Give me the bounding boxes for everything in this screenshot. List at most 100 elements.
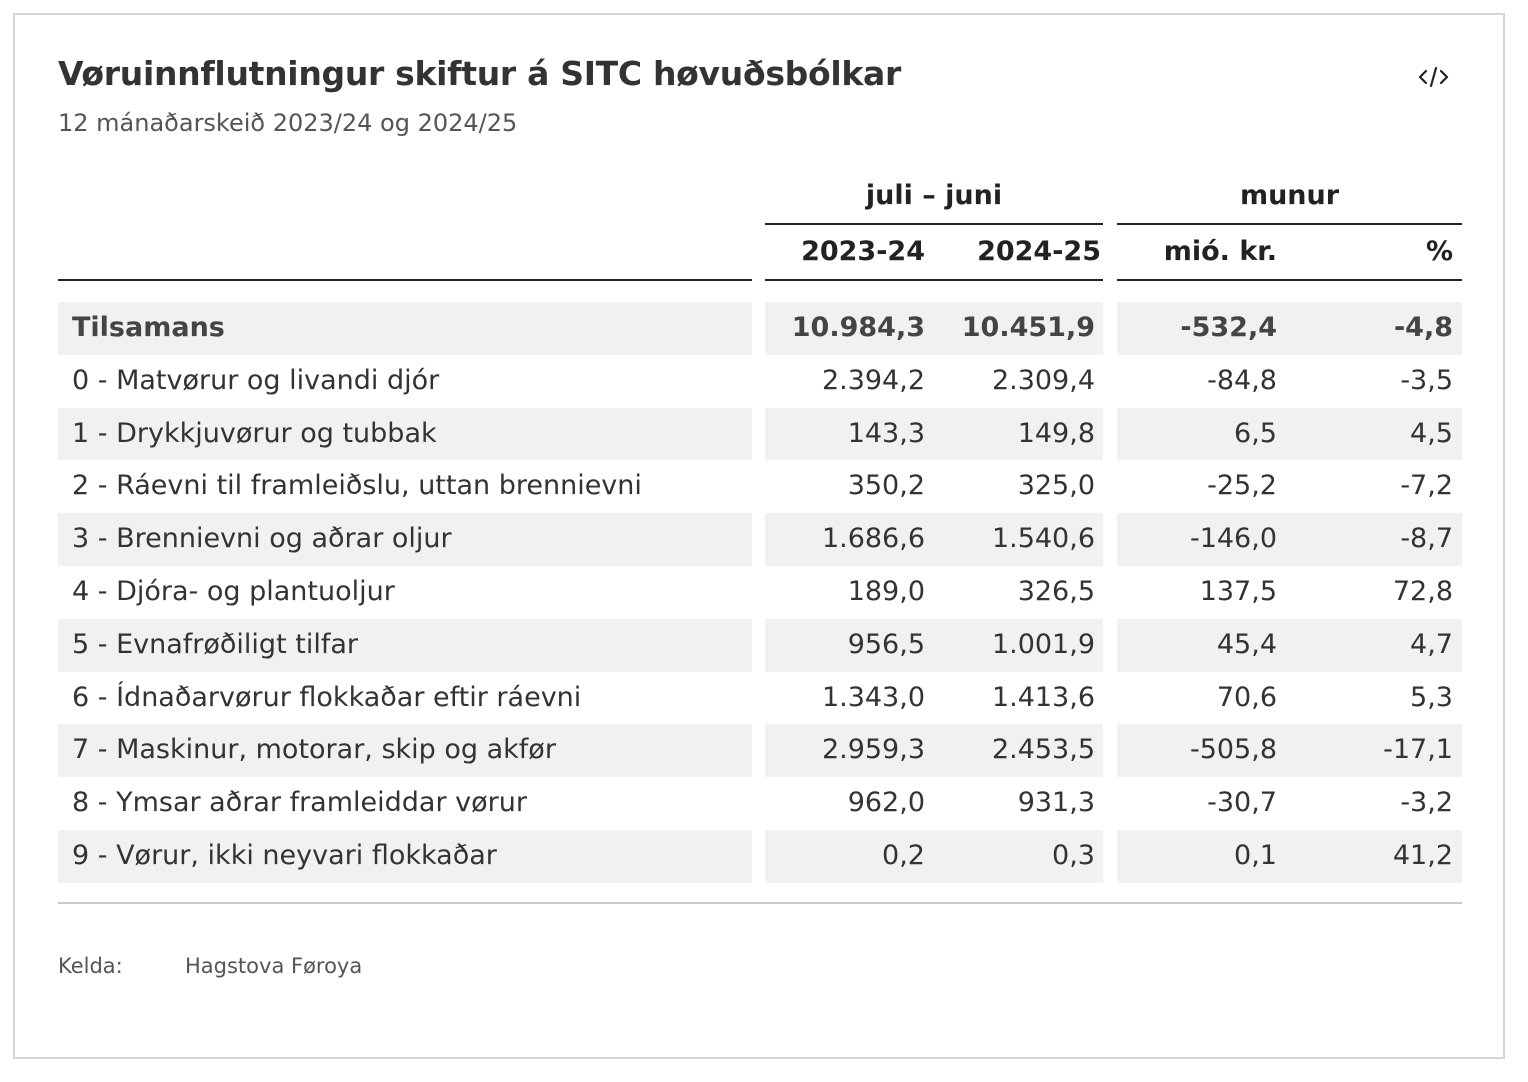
row-shade (58, 724, 752, 778)
cell-diff-percent: 72,8 (1392, 575, 1453, 607)
header-group-difference: munur (1239, 180, 1340, 211)
row-shade (58, 618, 752, 672)
header-group-period: juli – juni (865, 180, 1003, 211)
cell-diff-amount: -25,2 (1207, 470, 1277, 502)
cell-value-2023-24: 962,0 (847, 787, 925, 819)
cell-value-2023-24: 10.984,3 (791, 312, 925, 343)
cell-diff-amount: 70,6 (1216, 681, 1277, 713)
row-label: 0 - Matvørur og livandi djór (72, 364, 440, 396)
row-label: 2 - Ráevni til framleiðslu, uttan brenni… (72, 470, 642, 502)
cell-diff-percent: 4,7 (1410, 628, 1453, 660)
table-row: 3 - Brennievni og aðrar oljur 1.686,6 1.54… (0, 513, 1528, 566)
cell-value-2024-25: 2.453,5 (991, 734, 1095, 766)
cell-diff-percent: -7,2 (1400, 470, 1453, 502)
column-header-diff-amount: mió. kr. (1163, 236, 1277, 267)
source-value: Hagstova Føroya (185, 954, 363, 978)
column-header-2024-25: 2024-25 (977, 236, 1101, 267)
cell-diff-percent: 41,2 (1392, 839, 1453, 871)
table-row: 2 - Ráevni til framleiðslu, uttan brenni… (0, 460, 1528, 513)
cell-diff-amount: -84,8 (1207, 364, 1277, 396)
table-row: 4 - Djóra- og plantuoljur 189,0 326,5 137,5… (0, 566, 1528, 619)
row-label: Tilsamans (72, 312, 225, 343)
cell-value-2024-25: 931,3 (1017, 787, 1095, 819)
row-label: 5 - Evnafrøðiligt tilfar (72, 628, 358, 660)
source-label: Kelda: (58, 954, 123, 978)
row-label: 6 - Ídnaðarvørur flokkaðar eftir ráevni (72, 681, 582, 713)
row-label: 4 - Djóra- og plantuoljur (72, 575, 395, 607)
chart-title: Vøruinnflutningur skiftur á SITC høvuðsb… (58, 54, 901, 93)
cell-value-2023-24: 350,2 (847, 470, 925, 502)
table-row: 6 - Ídnaðarvørur flokkaðar eftir ráevni 1… (0, 672, 1528, 725)
cell-diff-percent: -4,8 (1393, 312, 1453, 343)
cell-diff-amount: -532,4 (1180, 312, 1277, 343)
row-shade (1117, 302, 1462, 355)
row-label: 1 - Drykkjuvørur og tubbak (72, 417, 437, 449)
cell-diff-amount: 6,5 (1234, 417, 1277, 449)
cell-diff-amount: -505,8 (1189, 734, 1277, 766)
cell-value-2024-25: 1.540,6 (991, 523, 1095, 555)
cell-diff-percent: -8,7 (1400, 523, 1453, 555)
cell-diff-percent: -3,2 (1400, 787, 1453, 819)
row-shade (1117, 829, 1462, 883)
header-rule (58, 279, 752, 281)
cell-value-2023-24: 143,3 (847, 417, 925, 449)
row-shade (765, 407, 1103, 461)
cell-value-2023-24: 189,0 (847, 575, 925, 607)
cell-value-2024-25: 325,0 (1017, 470, 1095, 502)
cell-value-2024-25: 326,5 (1017, 575, 1095, 607)
cell-diff-amount: 0,1 (1234, 839, 1277, 871)
row-label: 3 - Brennievni og aðrar oljur (72, 523, 452, 555)
row-shade (1117, 513, 1462, 566)
table-row-total: Tilsamans 10.984,3 10.451,9 -532,4 -4,8 (0, 302, 1528, 355)
header-group-rule (1117, 223, 1462, 225)
table-row: 1 - Drykkjuvørur og tubbak 143,3 149,8 6,5 4… (0, 407, 1528, 461)
cell-value-2023-24: 2.394,2 (821, 364, 925, 396)
row-label: 8 - Ymsar aðrar framleiddar vørur (72, 787, 527, 819)
row-shade (1117, 618, 1462, 672)
cell-diff-amount: -146,0 (1189, 523, 1277, 555)
row-shade (1117, 407, 1462, 461)
cell-diff-amount: 45,4 (1216, 628, 1277, 660)
cell-value-2024-25: 2.309,4 (991, 364, 1095, 396)
cell-value-2024-25: 0,3 (1052, 839, 1095, 871)
table-row: 0 - Matvørur og livandi djór 2.394,2 2.309… (0, 355, 1528, 408)
row-shade (58, 829, 752, 883)
table-row: 9 - Vørur, ikki neyvari flokkaðar 0,2 0,3 0… (0, 829, 1528, 883)
row-label: 7 - Maskinur, motorar, skip og akfør (72, 734, 556, 766)
row-shade (58, 407, 752, 461)
row-shade (765, 618, 1103, 672)
cell-value-2023-24: 0,2 (882, 839, 925, 871)
row-shade (765, 513, 1103, 566)
cell-value-2024-25: 1.413,6 (991, 681, 1095, 713)
row-shade (765, 829, 1103, 883)
header-rule (1117, 279, 1462, 281)
cell-value-2023-24: 1.686,6 (821, 523, 925, 555)
cell-value-2023-24: 2.959,3 (821, 734, 925, 766)
cell-diff-amount: -30,7 (1207, 787, 1277, 819)
cell-value-2024-25: 1.001,9 (991, 628, 1095, 660)
table-row: 7 - Maskinur, motorar, skip og akfør 2.95… (0, 724, 1528, 778)
row-shade (765, 724, 1103, 778)
column-header-diff-percent: % (1425, 236, 1453, 267)
chart-subtitle: 12 mánaðarskeið 2023/24 og 2024/25 (58, 109, 518, 137)
cell-diff-percent: 5,3 (1410, 681, 1453, 713)
table-row: 8 - Ymsar aðrar framleiddar vørur 962,0 93… (0, 777, 1528, 830)
row-shade (58, 513, 752, 566)
cell-value-2024-25: 149,8 (1017, 417, 1095, 449)
cell-diff-amount: 137,5 (1199, 575, 1277, 607)
column-header-2023-24: 2023-24 (801, 236, 925, 267)
row-shade (1117, 724, 1462, 778)
header-rule (765, 279, 1103, 281)
code-embed-icon[interactable] (1416, 62, 1452, 92)
header-group-rule (765, 223, 1103, 225)
row-shade (58, 302, 752, 355)
cell-diff-percent: 4,5 (1410, 417, 1453, 449)
cell-value-2024-25: 10.451,9 (961, 312, 1095, 343)
row-label: 9 - Vørur, ikki neyvari flokkaðar (72, 839, 497, 871)
cell-diff-percent: -3,5 (1400, 364, 1453, 396)
cell-value-2023-24: 956,5 (847, 628, 925, 660)
row-shade (765, 302, 1103, 355)
table-row: 5 - Evnafrøðiligt tilfar 956,5 1.001,9 45,4… (0, 618, 1528, 672)
table-end-rule (58, 902, 1462, 904)
cell-value-2023-24: 1.343,0 (821, 681, 925, 713)
